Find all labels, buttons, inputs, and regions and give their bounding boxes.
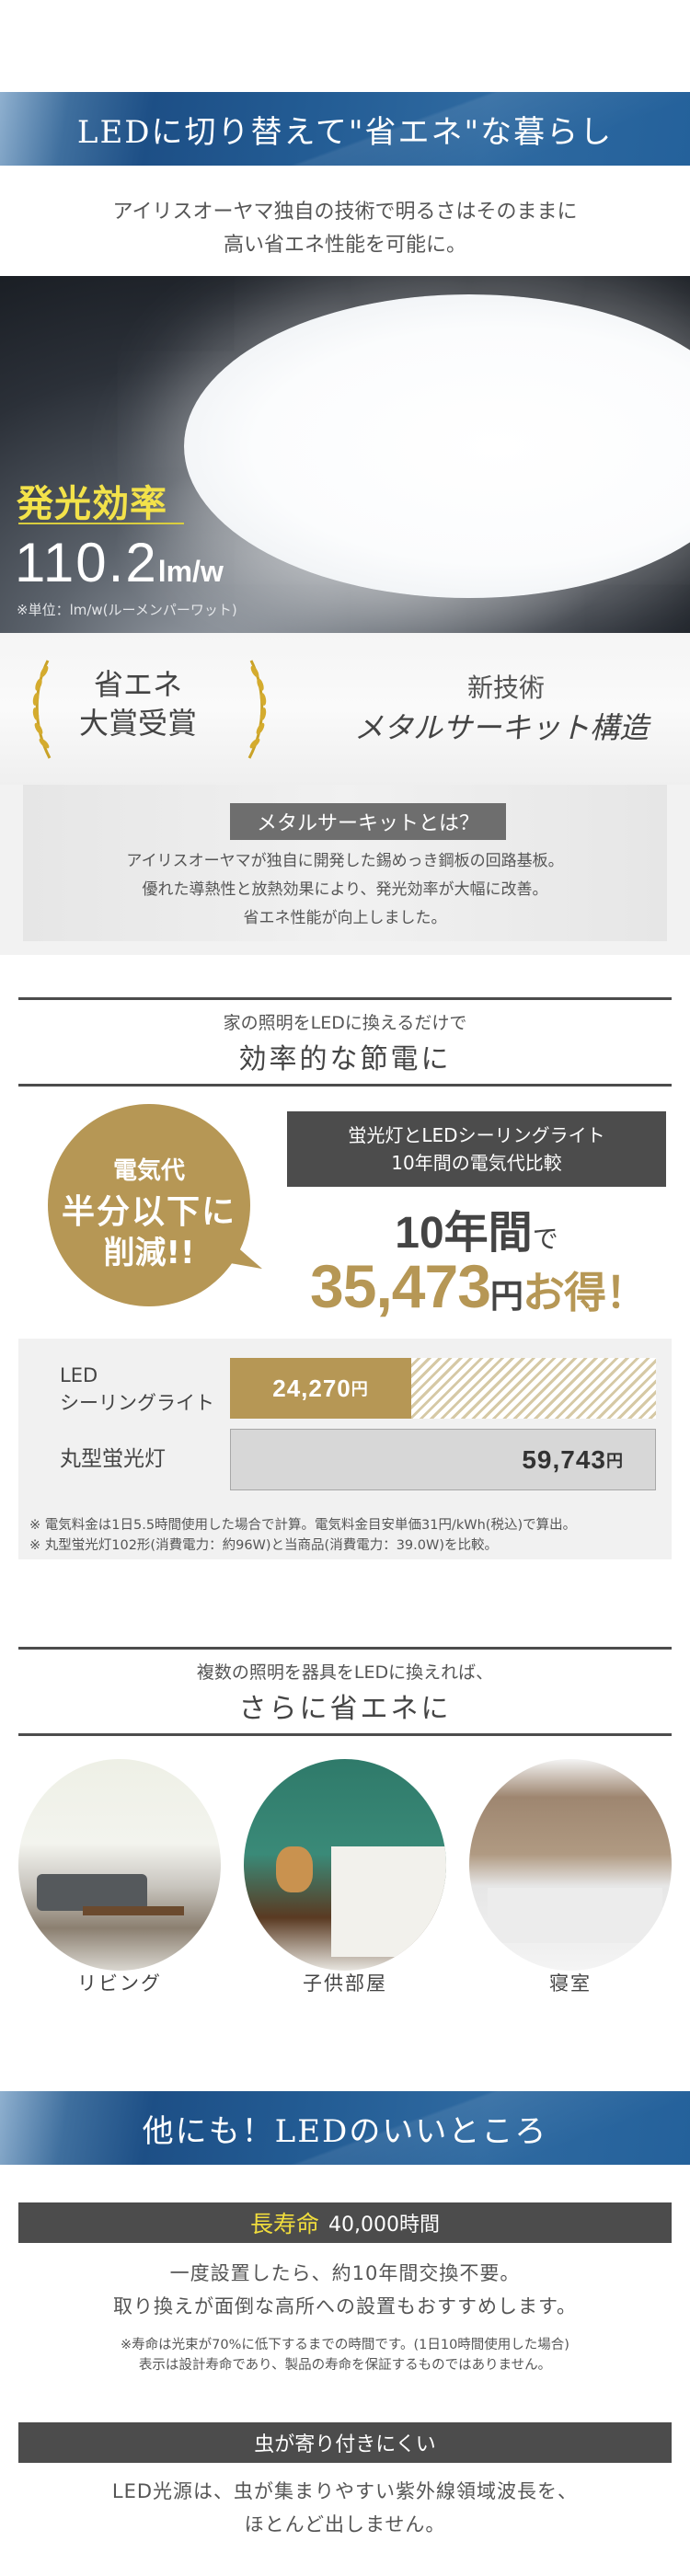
insect-resistant-title: 虫が寄り付きにくい — [254, 2433, 436, 2456]
section-subtitle: 家の照明をLEDに換えるだけで — [223, 1013, 467, 1033]
luminous-efficiency-label: 発光効率 — [17, 483, 167, 525]
description-line: 省エネ性能が向上しました。 — [243, 909, 447, 927]
award-title: 省エネ 大賞受賞 — [64, 665, 212, 742]
comparison-title-line-1: 蛍光灯とLEDシーリングライト — [348, 1124, 605, 1146]
led-bar-label: LED シーリングライト — [60, 1362, 214, 1417]
bubble-line-2: 半分以下に — [61, 1193, 236, 1231]
description-line: LED光源は、虫が集まりやすい紫外線領域波長を、 — [111, 2480, 579, 2502]
laurel-left-icon — [32, 660, 52, 759]
savings-speech-bubble: 電気代 半分以下に 削減!! — [48, 1104, 250, 1306]
description-line: 一度設置したら、約10年間交換不要。 — [169, 2262, 521, 2284]
metal-circuit-heading: メタルサーキット構造 — [353, 710, 649, 745]
saving-suffix: お得！ — [522, 1269, 648, 1317]
ten-years-heading: 10年間で — [287, 1196, 666, 1260]
long-life-hours: 40,000時間 — [328, 2214, 440, 2237]
room-label-living: リビング — [77, 1972, 162, 1995]
led-label-line-1: LED — [60, 1364, 98, 1386]
kids-room-photo — [244, 1759, 446, 1971]
divider — [18, 1733, 672, 1736]
banner-title: LEDに切り替えて"省エネ"な暮らし — [76, 113, 614, 151]
fluorescent-bar: 59,743 円 — [230, 1429, 656, 1490]
new-tech-label: 新技術 — [466, 673, 545, 703]
yen-unit: 円 — [606, 1451, 624, 1470]
savings-section-header: 家の照明をLEDに換えるだけで 効率的な節電に — [18, 997, 672, 1087]
calculation-notes: ※ 電気料金は1日5.5時間使用した場合で計算。電気料金目安単価31円/kWh(… — [29, 1515, 576, 1556]
description-line: 優れた導熱性と放熱効果により、発光効率が大幅に改善。 — [142, 880, 548, 899]
label-underline — [18, 523, 184, 524]
description-line: ほとんど出しません。 — [244, 2513, 446, 2536]
description-line: アイリスオーヤマが独自に開発した錫めっき鋼板の回路基板。 — [126, 852, 564, 870]
section-banner-other-benefits: 他にも！LEDのいいところ — [0, 2091, 690, 2165]
hero-ceiling-light-image: 発光効率 110.2lm/w ※単位：lm/w(ルーメンパーワット) — [0, 276, 690, 633]
award-line-2: 大賞受賞 — [78, 706, 197, 741]
living-room-photo — [18, 1759, 221, 1971]
section-subtitle: 複数の照明を器具をLEDに換えれば、 — [196, 1662, 494, 1683]
led-bar-track: 24,270 円 — [230, 1358, 656, 1419]
long-life-highlight: 長寿命 — [250, 2211, 320, 2237]
led-bar-fill: 24,270 円 — [230, 1358, 411, 1419]
room-label-kids: 子供部屋 — [303, 1972, 387, 1995]
note-line-1: ※寿命は光束が70%に低下するまでの時間です。(1日10時間使用した場合) — [121, 2338, 569, 2352]
long-life-description: 一度設置したら、約10年間交換不要。 取り換えが面倒な高所への設置もおすすめしま… — [0, 2257, 690, 2323]
section-banner-led-switch: LEDに切り替えて"省エネ"な暮らし — [0, 92, 690, 166]
years-number: 10 — [395, 1209, 444, 1258]
metal-circuit-section: メタルサーキットとは？ アイリスオーヤマが独自に開発した錫めっき鋼板の回路基板。… — [0, 785, 690, 955]
bedroom-photo — [469, 1759, 672, 1971]
saving-amount: 35,473円お得！ — [276, 1251, 681, 1321]
intro-line-1: アイリスオーヤマ独自の技術で明るさはそのままに — [112, 201, 578, 224]
efficiency-number: 110.2 — [15, 532, 158, 593]
unit-note: ※単位：lm/w(ルーメンパーワット) — [17, 602, 237, 618]
note-line-2: ※ 丸型蛍光灯102形(消費電力：約96W)と当商品(消費電力：39.0W)を比… — [29, 1538, 498, 1553]
metal-circuit-title: メタルサーキットとは？ — [230, 803, 506, 840]
saving-number: 35,473 — [310, 1252, 491, 1320]
divider — [18, 997, 672, 1000]
cost-comparison-chart: LED シーリングライト 24,270 円 丸型蛍光灯 59,743 円 ※ 電気料… — [18, 1339, 672, 1559]
section-title: 効率的な節電に — [238, 1043, 452, 1075]
years-unit: 年間 — [443, 1209, 533, 1258]
ceiling-light-illustration — [184, 294, 690, 598]
room-label-bedroom: 寝室 — [549, 1972, 592, 1995]
section-title: さらに省エネに — [238, 1693, 452, 1725]
divider — [18, 1647, 672, 1650]
efficiency-unit: lm/w — [157, 555, 224, 588]
luminous-efficiency-value: 110.2lm/w — [15, 530, 224, 604]
saving-yen: 円 — [489, 1277, 523, 1315]
bubble-line-3: 削減!! — [103, 1235, 195, 1271]
fluorescent-bar-label: 丸型蛍光灯 — [60, 1447, 166, 1471]
divider — [18, 1084, 672, 1087]
banner-title: 他にも！LEDのいいところ — [142, 2112, 548, 2150]
award-line-1: 省エネ — [93, 667, 182, 702]
description-line: 取り換えが面倒な高所への設置もおすすめします。 — [113, 2295, 577, 2317]
intro-line-2: 高い省エネ性能を可能に。 — [223, 234, 466, 257]
award-strip: 省エネ 大賞受賞 新技術 メタルサーキット構造 — [0, 633, 690, 785]
insect-resistant-heading: 虫が寄り付きにくい — [18, 2422, 672, 2463]
yen-unit: 円 — [351, 1380, 369, 1398]
teddy-bear-shape — [276, 1846, 313, 1892]
years-suffix: で — [532, 1225, 558, 1253]
comparison-title: 蛍光灯とLEDシーリングライト 10年間の電気代比較 — [287, 1111, 666, 1187]
bed-shape — [488, 1888, 662, 1943]
note-line-2: 表示は設計寿命であり、製品の寿命を保証するものではありません。 — [138, 2358, 552, 2373]
rooms-section-header: 複数の照明を器具をLEDに換えれば、 さらに省エネに — [18, 1647, 672, 1736]
intro-text: アイリスオーヤマ独自の技術で明るさはそのままに 高い省エネ性能を可能に。 — [0, 196, 690, 262]
long-life-note: ※寿命は光束が70%に低下するまでの時間です。(1日10時間使用した場合) 表示… — [0, 2335, 690, 2375]
bubble-line-1: 電気代 — [112, 1157, 185, 1185]
table-shape — [83, 1906, 184, 1915]
insect-resistant-description: LED光源は、虫が集まりやすい紫外線領域波長を、 ほとんど出しません。 — [0, 2475, 690, 2541]
sofa-shape — [37, 1874, 147, 1911]
long-life-heading: 長寿命 40,000時間 — [18, 2202, 672, 2243]
note-line-1: ※ 電気料金は1日5.5時間使用した場合で計算。電気料金目安単価31円/kWh(… — [29, 1518, 577, 1533]
metal-circuit-description: アイリスオーヤマが独自に開発した錫めっき鋼板の回路基板。 優れた導熱性と放熱効果… — [23, 847, 667, 933]
bed-shape — [331, 1846, 446, 1957]
laurel-right-icon — [247, 660, 267, 759]
led-label-line-2: シーリングライト — [60, 1392, 214, 1414]
fluorescent-value: 59,743 — [522, 1444, 606, 1474]
comparison-title-line-2: 10年間の電気代比較 — [391, 1152, 562, 1174]
metal-circuit-box: メタルサーキットとは？ アイリスオーヤマが独自に開発した錫めっき鋼板の回路基板。… — [23, 785, 667, 941]
led-value: 24,270 — [272, 1374, 351, 1402]
